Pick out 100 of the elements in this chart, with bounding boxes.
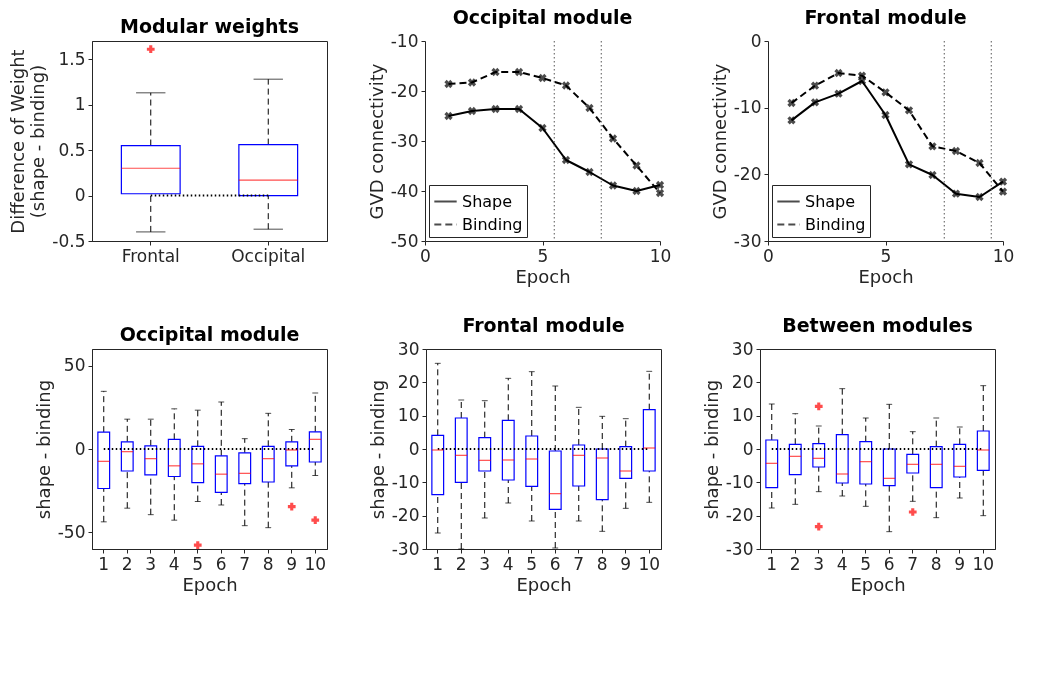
point: [514, 104, 524, 114]
x-axis-title: Epoch: [516, 573, 572, 595]
chart-title: Between modules: [782, 314, 973, 336]
point: [998, 187, 1008, 196]
x-tick-label: 4: [502, 553, 514, 574]
y-tick-label: -10: [733, 97, 762, 118]
y-tick-label: 30: [731, 338, 754, 359]
y-tick-label: -10: [725, 471, 754, 492]
y-tick-label: -30: [725, 538, 754, 559]
y-tick-label: -50: [57, 521, 86, 542]
y-tick-label: 30: [397, 338, 420, 359]
x-tick-label: 10: [649, 245, 672, 266]
y-tick-label: 10: [731, 405, 754, 426]
x-tick-label: 5: [537, 245, 549, 266]
y-tick-label: 0: [74, 185, 86, 206]
y-tick-label: -10: [390, 30, 419, 51]
y-tick-label: 20: [731, 371, 754, 392]
point: [561, 155, 571, 165]
point: [951, 146, 961, 156]
point: [951, 189, 961, 198]
x-tick-label: 4: [168, 553, 180, 574]
x-tick-label: 5: [192, 553, 204, 574]
x-tick-label: 6: [215, 553, 227, 574]
y-tick-label: -10: [391, 471, 420, 492]
y-tick-label: 20: [397, 371, 420, 392]
x-tick-label: 6: [883, 553, 895, 574]
chart-title: Modular weights: [120, 15, 299, 37]
x-tick-label: 7: [573, 553, 585, 574]
x-tick-label: 9: [620, 553, 632, 574]
chart-title: Frontal module: [462, 314, 625, 336]
x-tick-label: 1: [98, 553, 110, 574]
y-tick-label: 0: [742, 438, 754, 459]
chart-title: Occipital module: [452, 6, 633, 28]
y-axis-title: Difference of Weight (shape - binding): [7, 49, 49, 234]
x-axis-title: Epoch: [858, 265, 914, 287]
x-tick-label: 5: [860, 553, 872, 574]
y-tick-label: -30: [733, 230, 762, 251]
x-tick-label: 10: [992, 245, 1015, 266]
y-tick-label: 1: [74, 94, 86, 115]
legend-label: Shape: [805, 191, 856, 211]
x-tick-label: 4: [836, 553, 848, 574]
chart-title: Frontal module: [804, 6, 967, 28]
point: [998, 177, 1008, 186]
point: [655, 180, 665, 190]
x-tick-label: 2: [455, 553, 467, 574]
x-tick-label: 7: [907, 553, 919, 574]
y-tick-label: 50: [63, 355, 86, 376]
y-tick-label: 0: [408, 438, 420, 459]
point: [857, 71, 867, 80]
point: [834, 89, 843, 98]
y-tick-label: 0: [74, 438, 86, 459]
y-tick-label: -20: [390, 80, 419, 101]
x-tick-label: 8: [596, 553, 608, 574]
x-tick-label: 9: [286, 553, 298, 574]
x-tick-label: 7: [239, 553, 251, 574]
x-tick-label: 2: [121, 553, 133, 574]
x-tick-label: 10: [972, 553, 995, 574]
y-tick-label: -30: [390, 130, 419, 151]
y-tick-label: -40: [390, 180, 419, 201]
y-tick-label: -30: [391, 538, 420, 559]
x-tick-label: 3: [145, 553, 157, 574]
point: [514, 67, 524, 77]
x-tick-label: 3: [479, 553, 491, 574]
point: [632, 161, 641, 170]
legend-label: Shape: [462, 191, 513, 211]
x-tick-label: 2: [789, 553, 801, 574]
y-tick-label: -0.5: [52, 230, 86, 251]
x-tick-label: 1: [766, 553, 778, 574]
x-tick-label: Frontal: [121, 245, 180, 266]
y-tick-label: 10: [397, 405, 420, 426]
y-axis-title: shape - binding: [366, 379, 388, 520]
x-axis-title: Epoch: [515, 265, 571, 287]
x-tick-label: 8: [930, 553, 942, 574]
y-axis-title: GVD connectivity: [708, 63, 730, 220]
x-tick-label: Occipital: [231, 245, 306, 266]
x-tick-label: 5: [526, 553, 538, 574]
x-tick-label: 10: [638, 553, 661, 574]
x-axis-title: Epoch: [182, 573, 238, 595]
point: [904, 106, 914, 115]
point: [810, 98, 820, 107]
y-tick-label: 1.5: [58, 48, 86, 69]
y-tick-label: -20: [391, 505, 420, 526]
x-tick-label: 5: [880, 245, 892, 266]
point: [655, 188, 665, 198]
x-tick-label: 8: [262, 553, 274, 574]
x-tick-label: 6: [549, 553, 561, 574]
point: [928, 142, 937, 151]
chart-title: Occipital module: [119, 323, 300, 345]
point: [467, 106, 477, 116]
y-tick-label: -50: [390, 230, 419, 251]
x-tick-label: 10: [304, 553, 327, 574]
y-tick-label: -20: [733, 163, 762, 184]
legend-label: Binding: [462, 214, 523, 234]
point: [810, 81, 820, 90]
point: [904, 160, 914, 169]
y-tick-label: 0.5: [58, 139, 86, 160]
x-tick-label: 1: [432, 553, 444, 574]
y-tick-label: 0: [750, 30, 762, 51]
y-tick-label: -20: [725, 505, 754, 526]
x-tick-label: 9: [954, 553, 966, 574]
